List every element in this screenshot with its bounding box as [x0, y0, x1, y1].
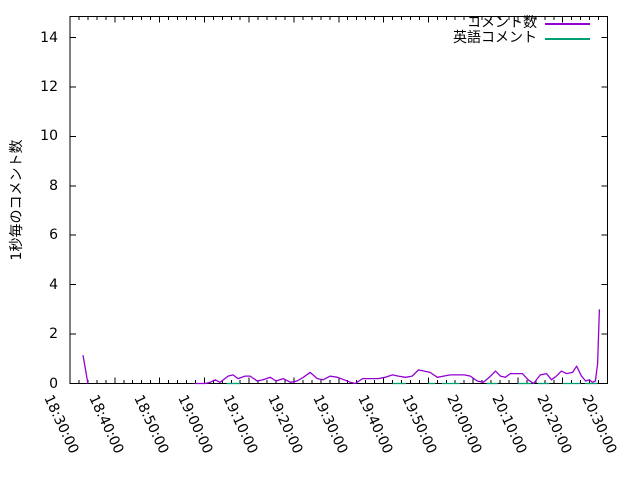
y-tick-label: 2	[49, 326, 58, 343]
y-tick-label: 12	[40, 78, 58, 95]
legend-item-english-comments: 英語コメント	[453, 31, 590, 46]
y-tick-label: 4	[49, 276, 58, 293]
series-line-0	[82, 354, 89, 384]
y-tick-label: 10	[40, 128, 58, 145]
y-tick-label: 8	[49, 177, 58, 194]
legend-line-sample-english-comments	[545, 37, 590, 40]
plot-border	[69, 16, 608, 384]
y-tick-label: 14	[40, 29, 58, 46]
series-line-0	[195, 309, 601, 385]
legend-label-english-comments: 英語コメント	[453, 30, 537, 46]
legend: コメント数 英語コメント	[453, 16, 590, 46]
y-tick-label: 6	[49, 227, 58, 244]
legend-label-comments: コメント数	[467, 15, 537, 31]
legend-item-comments: コメント数	[453, 16, 590, 31]
y-axis-title: 1秒毎のコメント数	[9, 139, 25, 261]
legend-line-sample-comments	[545, 22, 590, 25]
y-tick-label: 0	[49, 375, 58, 392]
